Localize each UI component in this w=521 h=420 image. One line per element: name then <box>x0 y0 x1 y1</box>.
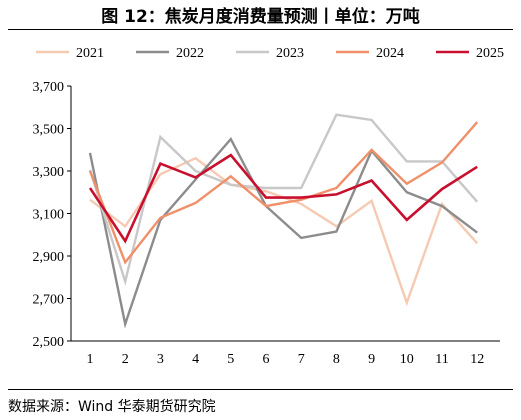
y-tick-label: 2,500 <box>33 335 65 350</box>
title-divider <box>8 29 513 30</box>
chart-legend: 2021 2022 2023 2024 2025 <box>36 46 504 61</box>
x-tick-label: 2 <box>122 352 129 367</box>
series-line-2025 <box>88 153 478 244</box>
source-note: 数据来源：Wind 华泰期货研究院 <box>8 399 216 415</box>
y-tick-label: 2,700 <box>33 293 65 308</box>
series-line-2023 <box>88 113 479 286</box>
x-tick-label: 6 <box>263 352 270 367</box>
y-tick-label: 2,900 <box>33 250 65 265</box>
series-line-2021 <box>89 156 479 307</box>
y-tick-label: 3,300 <box>33 165 65 180</box>
legend-label-2022: 2022 <box>176 46 204 61</box>
x-tick-label: 8 <box>333 352 340 367</box>
chart-title: 图 12：焦炭月度消费量预测丨单位：万吨 <box>101 7 420 27</box>
x-tick-label: 3 <box>157 352 164 367</box>
x-tick-label: 11 <box>435 352 448 367</box>
y-tick-label: 3,500 <box>33 123 65 138</box>
y-tick-label: 3,100 <box>33 208 65 223</box>
chart-series-layer <box>88 113 479 329</box>
legend-label-2023: 2023 <box>276 46 304 61</box>
series-line-2022 <box>88 136 478 329</box>
x-tick-label: 7 <box>298 352 305 367</box>
legend-label-2025: 2025 <box>476 46 504 61</box>
x-tick-label: 9 <box>368 352 375 367</box>
x-tick-label: 10 <box>400 352 414 367</box>
legend-label-2024: 2024 <box>376 46 404 61</box>
x-tick-label: 1 <box>87 352 94 367</box>
series-line-2024 <box>88 121 479 265</box>
legend-label-2021: 2021 <box>76 46 104 61</box>
x-tick-label: 4 <box>192 352 199 367</box>
x-tick-label: 12 <box>470 352 484 367</box>
source-divider <box>8 389 513 390</box>
x-tick-label: 5 <box>227 352 234 367</box>
y-tick-label: 3,700 <box>33 80 65 95</box>
